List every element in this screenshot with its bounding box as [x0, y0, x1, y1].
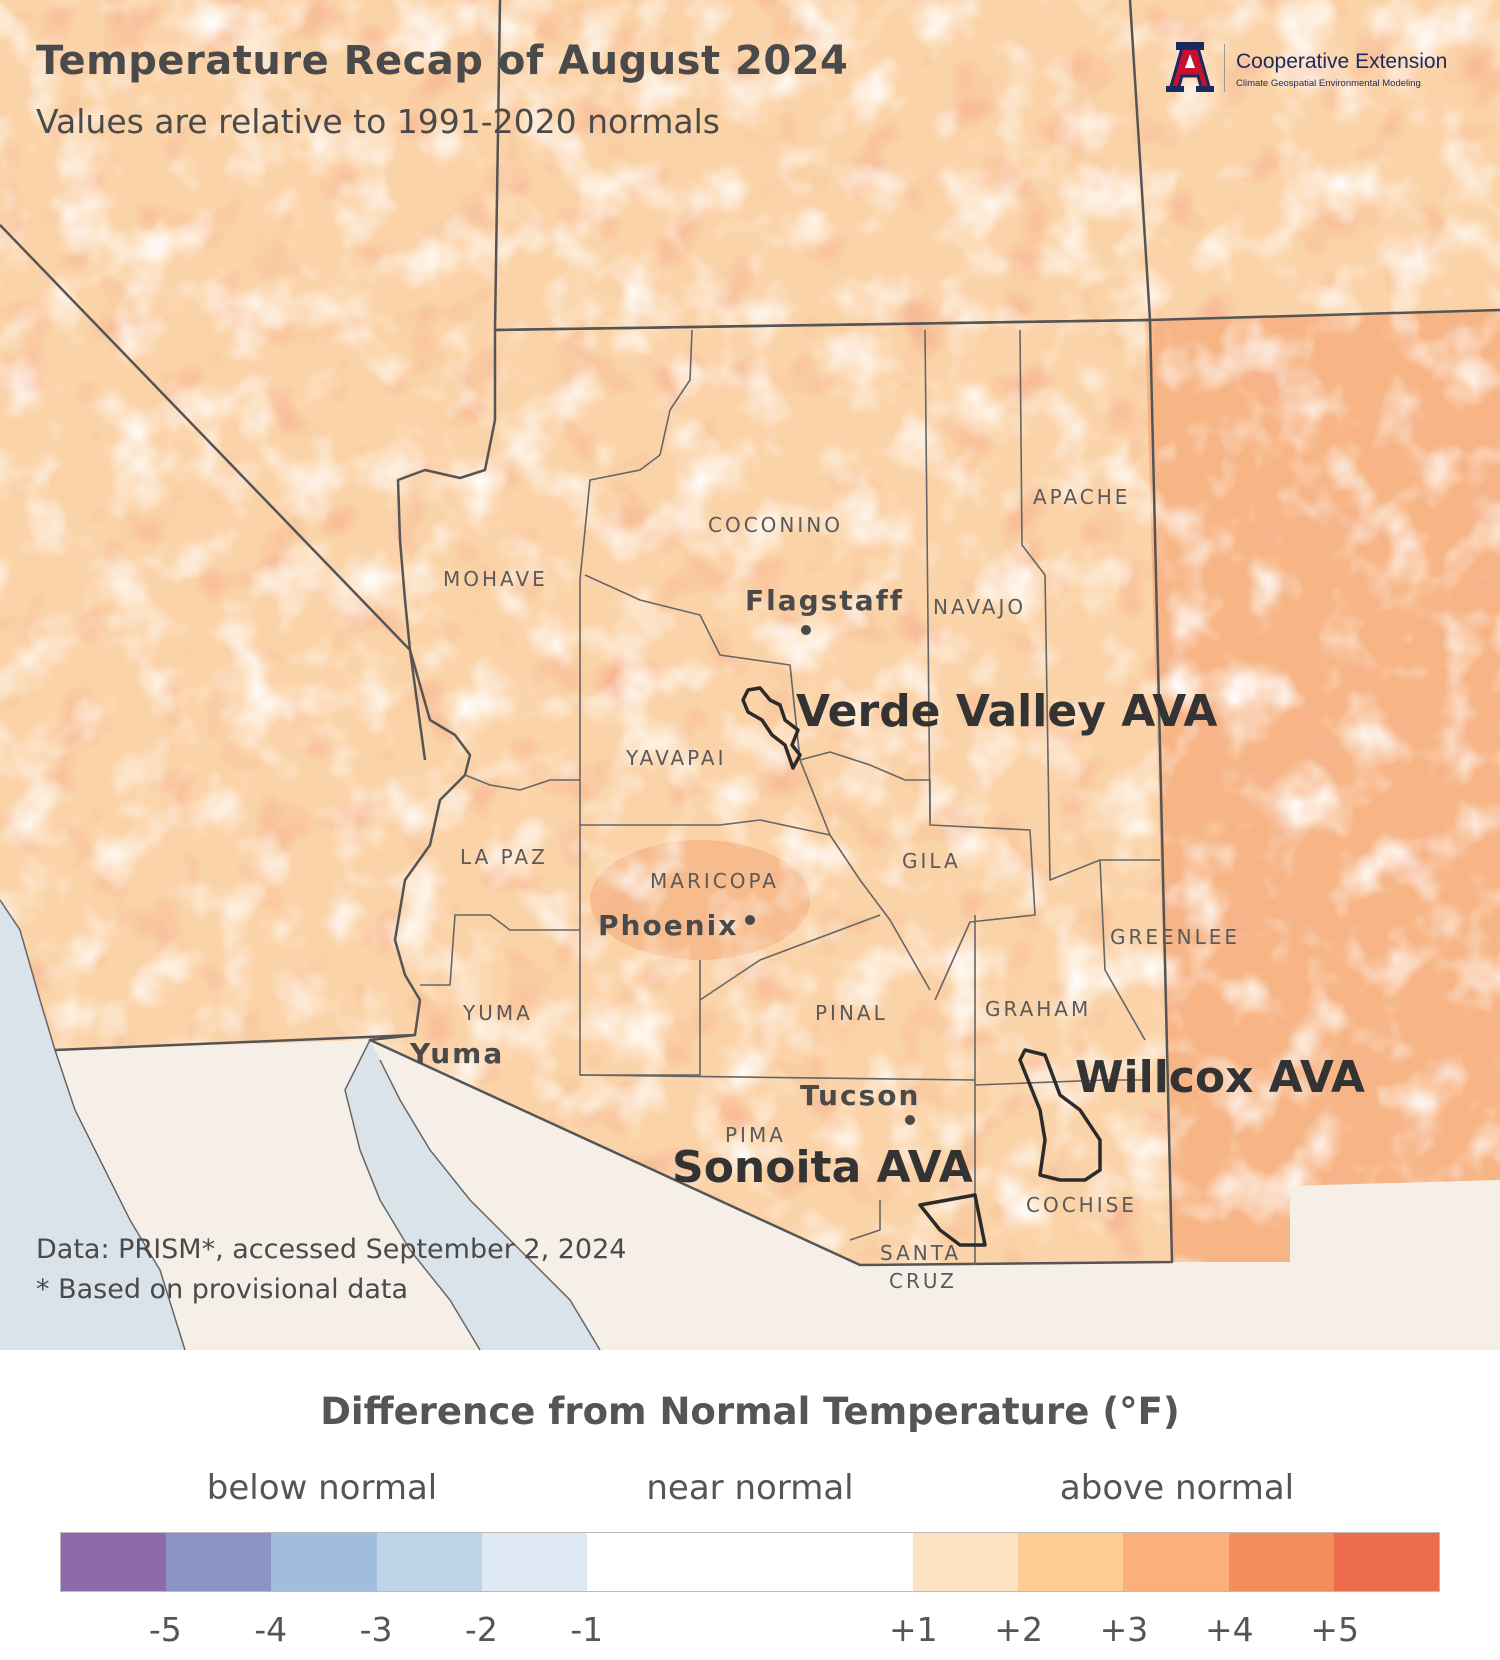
county-label-yuma: YUMA [462, 1001, 533, 1025]
verde-valley-ava-outline [741, 686, 802, 770]
county-label-graham: GRAHAM [985, 997, 1091, 1021]
ava-label-willcox: Willcox AVA [1075, 1052, 1365, 1103]
city-label-tucson: Tucson [800, 1079, 920, 1112]
ava-outlines [741, 686, 1102, 1247]
city-label-phoenix: Phoenix [598, 909, 738, 942]
legend-swatch [271, 1533, 377, 1591]
city-labels: Flagstaff Phoenix Yuma Tucson [409, 584, 920, 1112]
city-label-yuma: Yuma [409, 1037, 504, 1070]
legend-tick-label: +4 [1204, 1610, 1254, 1649]
county-label-pinal: PINAL [815, 1001, 888, 1025]
legend-swatch [481, 1533, 587, 1591]
legend-swatch [61, 1533, 167, 1591]
county-label-maricopa: MARICOPA [650, 869, 779, 893]
coastline [0, 899, 601, 1350]
county-label-cochise: COCHISE [1026, 1193, 1137, 1217]
legend-swatch [913, 1533, 1019, 1591]
ava-labels: Verde Valley AVA Willcox AVA Sonoita AVA [672, 686, 1365, 1193]
cooperative-extension-logo: A Cooperative Extension Climate Geospati… [1160, 40, 1460, 96]
county-label-pima: PIMA [725, 1123, 786, 1147]
tucson-dot [905, 1115, 915, 1125]
county-label-mohave: MOHAVE [443, 567, 548, 591]
legend-tick-label: +1 [888, 1610, 938, 1649]
legend-swatch [1228, 1533, 1334, 1591]
county-borders [420, 329, 1160, 1265]
legend-tick-label: +5 [1310, 1610, 1359, 1649]
sonoita-ava-outline [918, 1193, 987, 1247]
county-label-navajo: NAVAJO [933, 595, 1026, 619]
map-title: Temperature Recap of August 2024 [36, 38, 849, 84]
legend-tick-label: -1 [570, 1610, 604, 1649]
temperature-anomaly-map: MOHAVE COCONINO NAVAJO APACHE YAVAPAI LA… [0, 0, 1500, 1350]
legend-tick-label: -2 [464, 1610, 498, 1649]
legend-swatch [586, 1533, 914, 1591]
legend-category-below: below normal [206, 1468, 438, 1508]
county-label-la-paz: LA PAZ [460, 845, 548, 869]
willcox-ava-outline [1018, 1048, 1102, 1182]
data-credit: Data: PRISM*, accessed September 2, 2024 [36, 1234, 627, 1265]
legend-swatch [1018, 1533, 1124, 1591]
legend-tick-label: +2 [994, 1610, 1043, 1649]
county-label-cruz: CRUZ [889, 1269, 957, 1293]
city-label-flagstaff: Flagstaff [745, 584, 904, 617]
legend-swatch [166, 1533, 272, 1591]
county-label-gila: GILA [902, 849, 961, 873]
county-labels: MOHAVE COCONINO NAVAJO APACHE YAVAPAI LA… [443, 485, 1240, 1293]
logo-divider [1224, 44, 1225, 92]
legend-swatch [376, 1533, 482, 1591]
county-label-yavapai: YAVAPAI [625, 746, 727, 770]
county-label-greenlee: GREENLEE [1110, 925, 1240, 949]
legend-tick-label: +3 [1099, 1610, 1149, 1649]
county-label-santa: SANTA [880, 1241, 961, 1265]
logo-org-name: Cooperative Extension [1236, 50, 1448, 73]
legend-title: Difference from Normal Temperature (°F) [320, 1390, 1180, 1433]
pacific-ocean [0, 900, 185, 1350]
county-label-apache: APACHE [1033, 485, 1130, 509]
university-a-logo-icon [1166, 42, 1214, 92]
county-label-coconino: COCONINO [708, 513, 843, 537]
gulf-of-california [345, 1040, 600, 1350]
ava-label-sonoita: Sonoita AVA [672, 1142, 973, 1193]
phoenix-dot [745, 915, 755, 925]
legend-category-near: near normal [646, 1468, 854, 1508]
legend-tick-label: -3 [359, 1610, 393, 1649]
legend-tick-label: -4 [254, 1610, 288, 1649]
mexico-region [55, 1040, 1500, 1350]
legend-swatch [1333, 1533, 1439, 1591]
map-subtitle: Values are relative to 1991-2020 normals [36, 102, 720, 141]
provisional-note: * Based on provisional data [36, 1274, 409, 1305]
ava-label-verde-valley: Verde Valley AVA [796, 686, 1217, 737]
logo-program-name: Climate Geospatial Environmental Modelin… [1236, 78, 1421, 89]
legend-category-above: above normal [1059, 1468, 1295, 1508]
legend-color-bar [60, 1532, 1440, 1592]
legend-tick-label: -5 [148, 1610, 182, 1649]
legend-swatch [1123, 1533, 1229, 1591]
flagstaff-dot [801, 625, 811, 635]
